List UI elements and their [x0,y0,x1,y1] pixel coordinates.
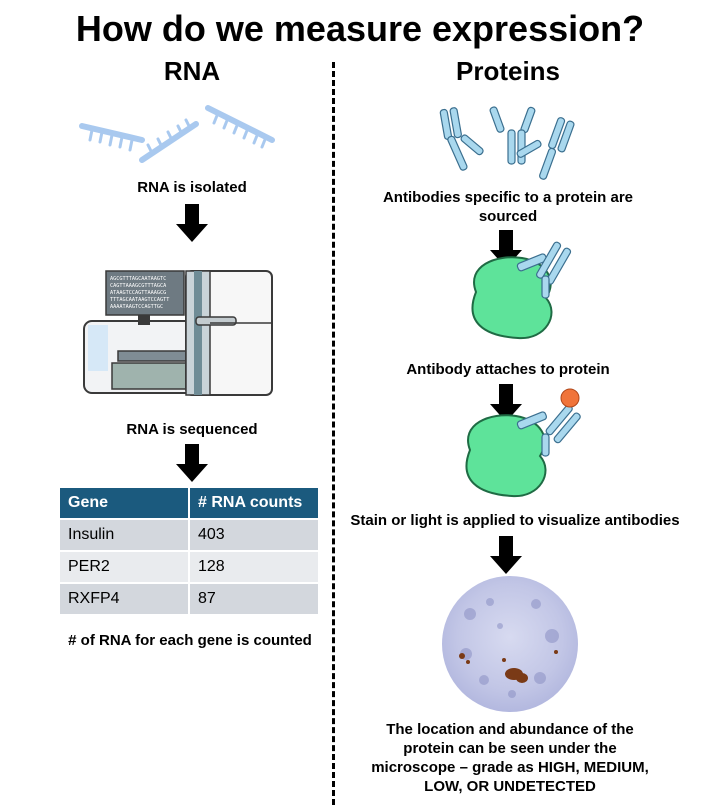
rna-strand-1 [79,123,145,152]
proteins-heading: Proteins [455,56,561,86]
count-cell: 128 [188,550,318,583]
antibody-1 [439,107,484,171]
down-arrow-icon [176,204,208,242]
down-arrow-icon [490,384,522,422]
gene-cell: Insulin [60,518,189,551]
protein-step-attaches: Antibody attaches to protein [406,361,610,378]
rna-counts-table: Gene # RNA counts Insulin 403 PER2 128 R… [60,488,318,614]
antibody-3 [516,117,575,180]
screen-line-5: AAAATAAGTCCAGTTGC [110,304,163,310]
protein-step-sourced: Antibodies specific to a protein are sou… [382,189,634,225]
sequencer-illustration: AGCGTTTAGCAATAAGTC CAGTTAAAGCGTTTAGCA AT… [83,270,273,396]
down-arrow-icon [176,444,208,482]
protein-shape [465,414,547,498]
table-row: PER2 128 [60,550,318,583]
stained-antibody-illustration [465,388,581,498]
tissue-microscopy-image [442,576,578,712]
screen-line-4: TTTAGCAATAAGTCCAGTT [110,297,169,303]
down-arrow-icon [490,536,522,574]
rna-heading: RNA [163,56,221,86]
antibody-2 [489,106,536,165]
bound-antibody [516,404,581,457]
gene-cell: PER2 [60,550,189,583]
rna-step-sequenced: RNA is sequenced [126,421,258,438]
protein-step-grade: The location and abundance of the protei… [371,721,649,795]
rna-step-isolated: RNA is isolated [137,179,247,196]
gene-cell: RXFP4 [60,582,189,614]
count-cell: 403 [188,518,318,551]
count-cell: 87 [188,582,318,614]
stain-dot-icon [560,388,580,408]
rna-step-counted: # of RNA for each gene is counted [68,632,312,649]
bound-antibody [516,241,572,299]
antibodies-illustration [439,106,575,180]
screen-line-3: ATAAGTCCAGTTAAAGCG [110,290,166,296]
screen-line-2: CAGTTAAAGCGTTTAGCA [110,283,167,289]
antibody-binding-illustration [471,241,572,340]
rna-strands-illustration [79,105,275,163]
table-header-gene: Gene [60,488,189,519]
table-row: Insulin 403 [60,518,318,551]
screen-line-1: AGCGTTTAGCAATAAGTC [110,276,166,282]
rna-strand-2 [139,118,199,163]
table-header-counts: # RNA counts [188,488,318,519]
rna-strand-3 [205,105,275,149]
column-divider [332,62,335,805]
protein-step-stain: Stain or light is applied to visualize a… [350,512,680,529]
page-title: How do we measure expression? [75,8,645,49]
table-row: RXFP4 87 [60,582,318,614]
